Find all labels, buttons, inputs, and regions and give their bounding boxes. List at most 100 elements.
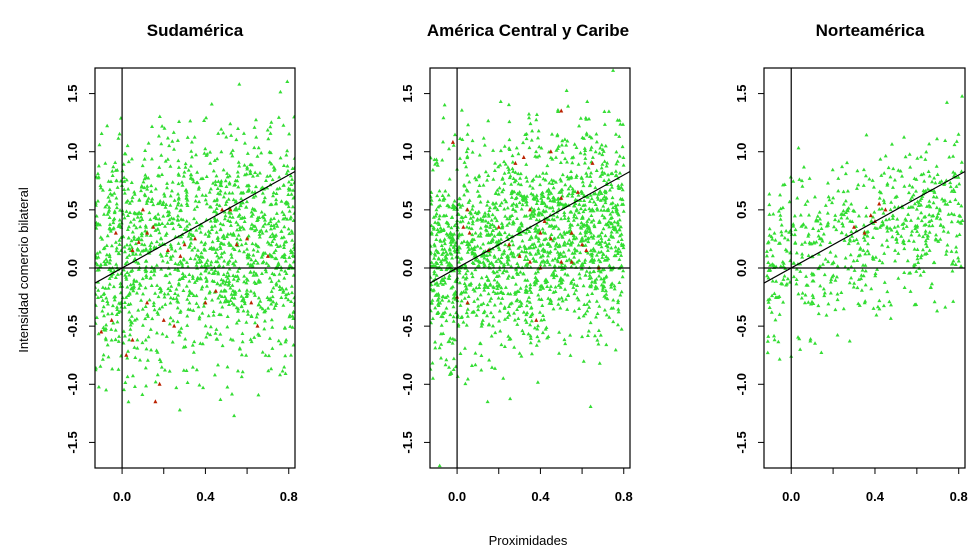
data-point (547, 180, 552, 185)
data-point (188, 164, 193, 168)
data-point (840, 221, 845, 226)
data-point (487, 358, 492, 362)
data-point (484, 228, 489, 233)
data-point (245, 252, 250, 257)
data-point (430, 361, 435, 365)
data-point (222, 250, 227, 254)
data-point (145, 312, 150, 316)
data-point (855, 168, 860, 173)
data-point (96, 384, 101, 389)
data-point (534, 201, 539, 206)
data-point (839, 215, 844, 220)
data-point (177, 119, 182, 124)
data-point (221, 264, 226, 269)
data-point (218, 332, 223, 336)
data-point (278, 89, 283, 94)
data-point (511, 220, 516, 225)
data-point (609, 221, 614, 226)
data-point (192, 245, 197, 250)
data-point (275, 263, 280, 268)
data-point (594, 315, 599, 319)
data-point (781, 261, 786, 265)
data-point (438, 239, 443, 243)
data-point (125, 213, 130, 217)
data-point (596, 268, 601, 273)
data-point (817, 217, 822, 221)
data-point (870, 254, 875, 259)
data-point (218, 180, 223, 185)
data-point (149, 156, 154, 161)
data-point (843, 210, 848, 214)
data-point (103, 204, 108, 209)
data-point (602, 279, 607, 284)
data-point (505, 165, 510, 169)
green-points (764, 94, 965, 361)
data-point (586, 116, 591, 121)
data-point (180, 264, 185, 268)
data-point (528, 183, 533, 188)
data-point (586, 225, 591, 229)
x-tick-label: 0.0 (782, 489, 800, 504)
data-point (282, 240, 287, 244)
data-point (128, 242, 133, 247)
data-point (146, 334, 151, 339)
data-point (519, 301, 524, 305)
data-point (620, 274, 625, 279)
data-point (280, 369, 285, 373)
data-point (268, 216, 273, 221)
data-point (286, 291, 291, 296)
data-point (498, 301, 503, 305)
data-point (530, 128, 535, 133)
data-point (160, 258, 165, 263)
data-point (796, 335, 801, 339)
data-point (598, 174, 603, 178)
highlight-point (140, 207, 145, 212)
data-point (577, 315, 582, 320)
data-point (460, 203, 465, 207)
data-point (602, 171, 607, 175)
data-point (602, 189, 607, 193)
data-point (188, 175, 193, 180)
data-point (492, 224, 497, 228)
data-point (449, 242, 454, 247)
data-point (894, 229, 899, 233)
data-point (189, 236, 194, 241)
data-point (126, 235, 131, 240)
data-point (907, 183, 912, 187)
data-point (450, 256, 455, 260)
data-point (588, 208, 593, 213)
data-point (549, 232, 554, 236)
data-point (620, 187, 625, 192)
data-point (107, 208, 112, 212)
data-point (292, 295, 295, 300)
data-point (947, 155, 952, 159)
data-point (157, 306, 162, 311)
data-point (156, 312, 161, 316)
data-point (576, 242, 581, 247)
data-point (281, 235, 286, 239)
data-point (784, 228, 789, 233)
highlight-point (534, 317, 539, 322)
data-point (168, 288, 173, 293)
data-point (583, 233, 588, 238)
data-point (530, 311, 535, 316)
data-point (552, 199, 557, 203)
data-point (488, 283, 493, 287)
data-point (146, 176, 151, 180)
data-point (460, 215, 465, 220)
data-point (166, 291, 171, 296)
data-point (215, 202, 220, 206)
data-point (215, 236, 220, 240)
data-point (516, 264, 521, 268)
data-point (576, 193, 581, 197)
data-point (132, 256, 137, 261)
data-point (106, 286, 111, 290)
data-point (951, 170, 956, 174)
data-point (474, 285, 479, 290)
data-point (604, 164, 609, 168)
data-point (540, 226, 545, 231)
data-point (551, 272, 556, 276)
data-point (551, 226, 556, 230)
data-point (521, 271, 526, 276)
data-point (117, 217, 122, 222)
